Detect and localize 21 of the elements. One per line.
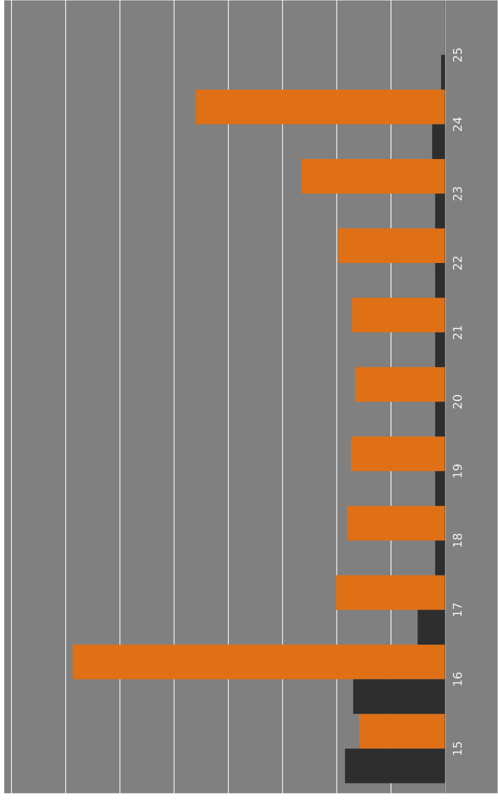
y-tick-label: 22 <box>453 256 462 270</box>
y-tick-label: 20 <box>453 395 462 408</box>
bar <box>355 367 446 402</box>
y-tick-label: 16 <box>453 672 462 686</box>
y-tick-label: 23 <box>453 187 462 200</box>
bar <box>347 506 446 541</box>
bar <box>338 228 446 264</box>
bar <box>352 298 446 332</box>
bar <box>351 436 446 472</box>
bar <box>72 644 446 680</box>
bar <box>196 90 446 124</box>
y-tick-label: 17 <box>453 603 462 616</box>
y-tick-label: 18 <box>453 534 462 547</box>
y-tick-label: 21 <box>453 326 462 340</box>
y-tick-label: 25 <box>453 48 462 62</box>
y-tick-label: 24 <box>453 117 462 131</box>
y-tick-label: 15 <box>453 742 462 755</box>
bar <box>336 575 446 610</box>
bar <box>302 158 446 194</box>
y-tick-label: 19 <box>453 464 462 478</box>
bar <box>359 714 446 749</box>
